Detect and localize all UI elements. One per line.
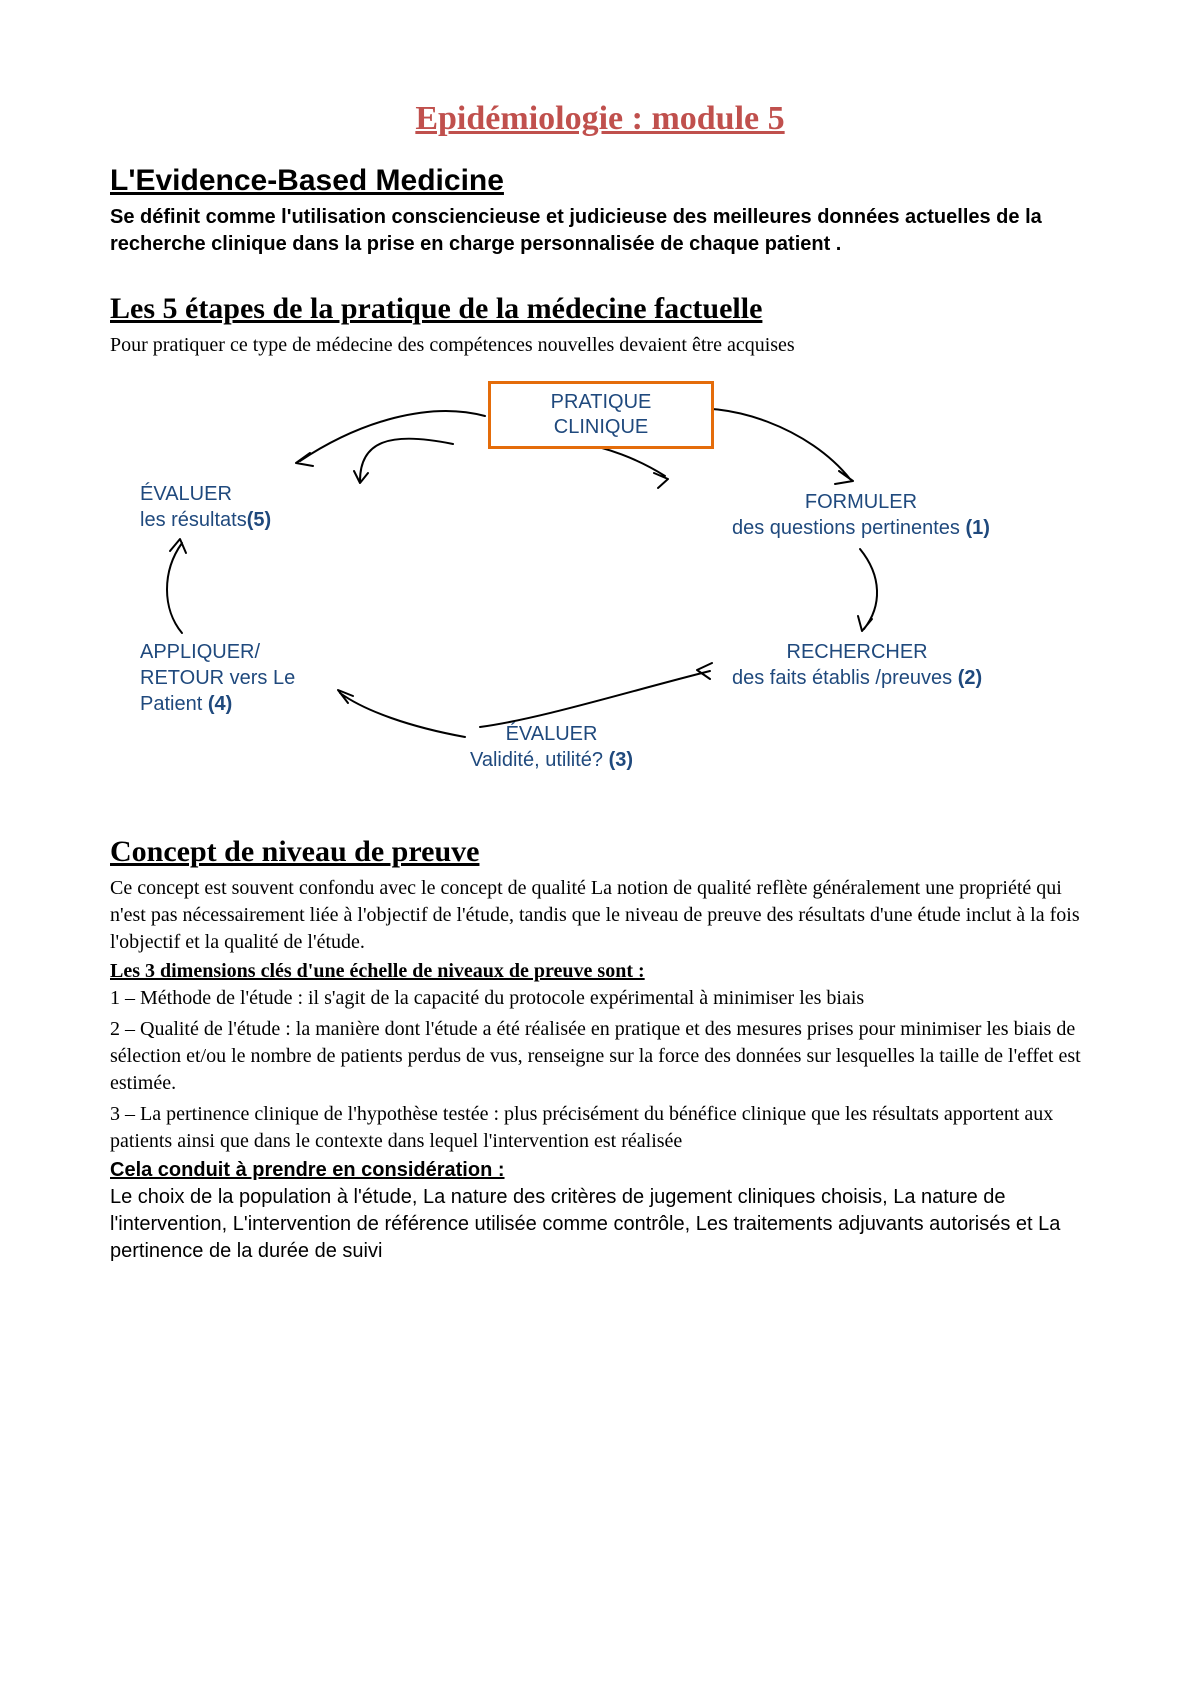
node-num: (1) bbox=[966, 517, 990, 539]
node-sub-text: des faits établis /preuves bbox=[732, 667, 958, 689]
node-title: ÉVALUER bbox=[140, 481, 271, 507]
node-title: ÉVALUER bbox=[470, 721, 633, 747]
section3-sub1: Les 3 dimensions clés d'une échelle de n… bbox=[110, 960, 1090, 983]
node-num: (3) bbox=[609, 749, 633, 771]
section3-body1: Ce concept est souvent confondu avec le … bbox=[110, 875, 1090, 956]
section3-p2: 2 – Qualité de l'étude : la manière dont… bbox=[110, 1016, 1090, 1097]
node-sub-text: les résultats bbox=[140, 509, 247, 531]
node-sub: les résultats(5) bbox=[140, 507, 271, 533]
node-num: (4) bbox=[208, 693, 232, 715]
node-num: (2) bbox=[958, 667, 982, 689]
document-page: Epidémiologie : module 5 L'Evidence-Base… bbox=[0, 0, 1200, 1698]
node-sub-text: Validité, utilité? bbox=[470, 749, 609, 771]
section1-body: Se définit comme l'utilisation conscienc… bbox=[110, 204, 1090, 258]
diagram-node-evaluer-resultats: ÉVALUER les résultats(5) bbox=[140, 481, 271, 533]
node-line1: APPLIQUER/ bbox=[140, 639, 295, 665]
section2-heading: Les 5 étapes de la pratique de la médeci… bbox=[110, 292, 1090, 326]
node-line3: Patient (4) bbox=[140, 691, 295, 717]
section3-heading: Concept de niveau de preuve bbox=[110, 835, 1090, 869]
section3-sub2: Cela conduit à prendre en considération … bbox=[110, 1159, 1090, 1182]
diagram-center-box: PRATIQUE CLINIQUE bbox=[488, 381, 714, 449]
diagram-node-evaluer-validite: ÉVALUER Validité, utilité? (3) bbox=[470, 721, 633, 773]
center-box-line1: PRATIQUE bbox=[513, 390, 689, 415]
node-sub-text: des questions pertinentes bbox=[732, 517, 966, 539]
node-line2: RETOUR vers Le bbox=[140, 665, 295, 691]
section3-p1: 1 – Méthode de l'étude : il s'agit de la… bbox=[110, 985, 1090, 1012]
section3-p3: 3 – La pertinence clinique de l'hypothès… bbox=[110, 1101, 1090, 1155]
center-box-line2: CLINIQUE bbox=[513, 415, 689, 440]
diagram-node-rechercher: RECHERCHER des faits établis /preuves (2… bbox=[732, 639, 982, 691]
doc-title: Epidémiologie : module 5 bbox=[110, 100, 1090, 138]
node-sub: Validité, utilité? (3) bbox=[470, 747, 633, 773]
section1-heading: L'Evidence-Based Medicine bbox=[110, 164, 1090, 198]
section2-body: Pour pratiquer ce type de médecine des c… bbox=[110, 332, 1090, 359]
node-title: FORMULER bbox=[732, 489, 990, 515]
diagram-node-formuler: FORMULER des questions pertinentes (1) bbox=[732, 489, 990, 541]
diagram-node-appliquer: APPLIQUER/ RETOUR vers Le Patient (4) bbox=[140, 639, 295, 717]
node-sub: des questions pertinentes (1) bbox=[732, 515, 990, 541]
node-num: (5) bbox=[247, 509, 271, 531]
node-sub-text: Patient bbox=[140, 693, 208, 715]
node-title: RECHERCHER bbox=[732, 639, 982, 665]
section3-body2: Le choix de la population à l'étude, La … bbox=[110, 1184, 1090, 1265]
ebm-cycle-diagram: PRATIQUE CLINIQUE ÉVALUER les résultats(… bbox=[110, 371, 1090, 791]
node-sub: des faits établis /preuves (2) bbox=[732, 665, 982, 691]
